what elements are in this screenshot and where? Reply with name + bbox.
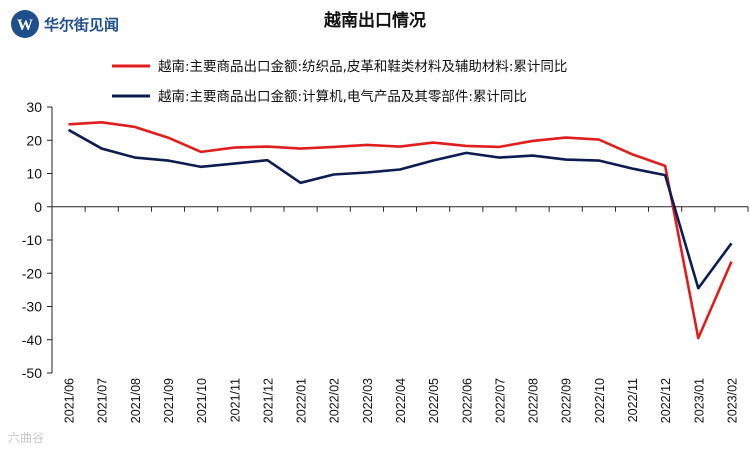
watermark: 六曲谷 bbox=[8, 431, 44, 445]
y-tick-label: -30 bbox=[22, 299, 42, 315]
x-tick-label: 2021/11 bbox=[228, 378, 242, 422]
series-line-electronics bbox=[67, 128, 733, 290]
x-tick-label: 2023/01 bbox=[692, 378, 706, 423]
x-tick-label: 2022/01 bbox=[295, 378, 309, 423]
x-tick-label: 2021/06 bbox=[63, 378, 77, 423]
legend: 越南:主要商品出口金额:纺织品,皮革和鞋类材料及辅助材料:累计同比 越南:主要商… bbox=[112, 59, 567, 105]
legend-label-electronics: 越南:主要商品出口金额:计算机,电气产品及其零部件:累计同比 bbox=[158, 89, 527, 105]
brand-logo-letter: W bbox=[17, 17, 33, 34]
y-tick-label: 30 bbox=[26, 99, 42, 115]
y-tick-label: -10 bbox=[22, 232, 42, 248]
x-tick-label: 2022/02 bbox=[328, 378, 342, 423]
x-tick-label: 2021/08 bbox=[129, 378, 143, 423]
x-tick-label: 2022/05 bbox=[427, 378, 441, 423]
y-tick-label: 10 bbox=[26, 166, 42, 182]
legend-label-textiles: 越南:主要商品出口金额:纺织品,皮革和鞋类材料及辅助材料:累计同比 bbox=[158, 59, 567, 75]
x-tick-label: 2022/09 bbox=[560, 378, 574, 423]
x-tick-label: 2023/02 bbox=[725, 378, 739, 423]
brand-name: 华尔街见闻 bbox=[44, 16, 119, 34]
x-tick-label: 2022/11 bbox=[626, 378, 640, 422]
y-tick-label: 20 bbox=[26, 132, 42, 148]
x-tick-label: 2022/08 bbox=[527, 378, 541, 423]
x-tick-label: 2022/03 bbox=[361, 378, 375, 423]
y-tick-label: 0 bbox=[34, 199, 42, 215]
x-tick-label: 2021/09 bbox=[162, 378, 176, 423]
x-axis: 2021/06 2021/07 2021/08 2021/09 2021/10 2021/… bbox=[51, 206, 749, 423]
y-axis: 30 20 10 0 -10 -20 -30 -40 -50 bbox=[22, 99, 53, 381]
y-tick-label: -20 bbox=[22, 265, 42, 281]
y-tick-label: -40 bbox=[22, 332, 42, 348]
x-tick-label: 2022/04 bbox=[394, 378, 408, 423]
x-tick-label: 2022/07 bbox=[493, 378, 507, 423]
brand-logo: W 华尔街见闻 bbox=[11, 10, 119, 38]
x-tick-label: 2022/06 bbox=[460, 378, 474, 423]
x-tick-label: 2021/07 bbox=[96, 378, 110, 423]
x-tick-label: 2022/10 bbox=[593, 378, 607, 423]
y-tick-label: -50 bbox=[22, 365, 42, 381]
x-tick-label: 2022/12 bbox=[659, 378, 673, 423]
series-lines bbox=[67, 121, 733, 340]
brand-logo-icon bbox=[11, 10, 39, 38]
x-tick-label: 2021/10 bbox=[195, 378, 209, 423]
x-tick-label: 2021/12 bbox=[261, 378, 275, 423]
chart-title: 越南出口情况 bbox=[323, 10, 426, 31]
series-line-textiles bbox=[68, 121, 733, 340]
